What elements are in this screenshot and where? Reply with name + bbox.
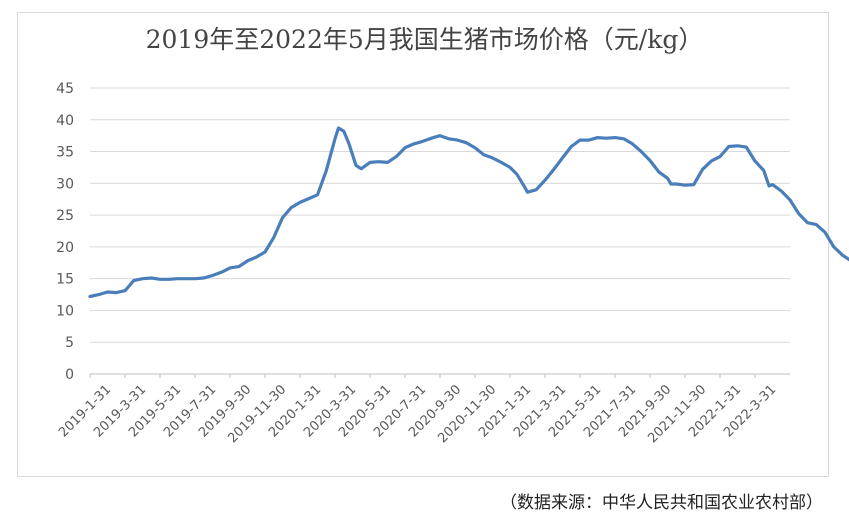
gridlines — [90, 87, 790, 375]
chart-title: 2019年至2022年5月我国生猪市场价格（元/kg） — [145, 25, 704, 54]
y-tick-label: 30 — [56, 176, 74, 192]
y-axis-tick-labels: 0 5 10 15 20 25 30 35 40 45 — [56, 81, 74, 383]
y-tick-label: 10 — [56, 303, 74, 319]
y-tick-label: 5 — [65, 335, 74, 351]
chart-frame — [17, 12, 829, 477]
y-tick-label: 15 — [56, 272, 74, 288]
y-tick-label: 25 — [56, 208, 74, 224]
y-tick-label: 20 — [56, 240, 74, 256]
source-note: （数据来源：中华人民共和国农业农村部） — [500, 493, 823, 513]
y-tick-label: 40 — [56, 113, 74, 129]
series-layer — [88, 126, 849, 299]
y-tick-label: 0 — [65, 367, 74, 383]
y-tick-label: 35 — [56, 145, 74, 161]
x-axis-tick-labels: 2019-1-312019-3-312019-5-312019-7-312019… — [56, 374, 779, 446]
series-line-0 — [88, 126, 849, 299]
y-tick-label: 45 — [56, 81, 74, 97]
